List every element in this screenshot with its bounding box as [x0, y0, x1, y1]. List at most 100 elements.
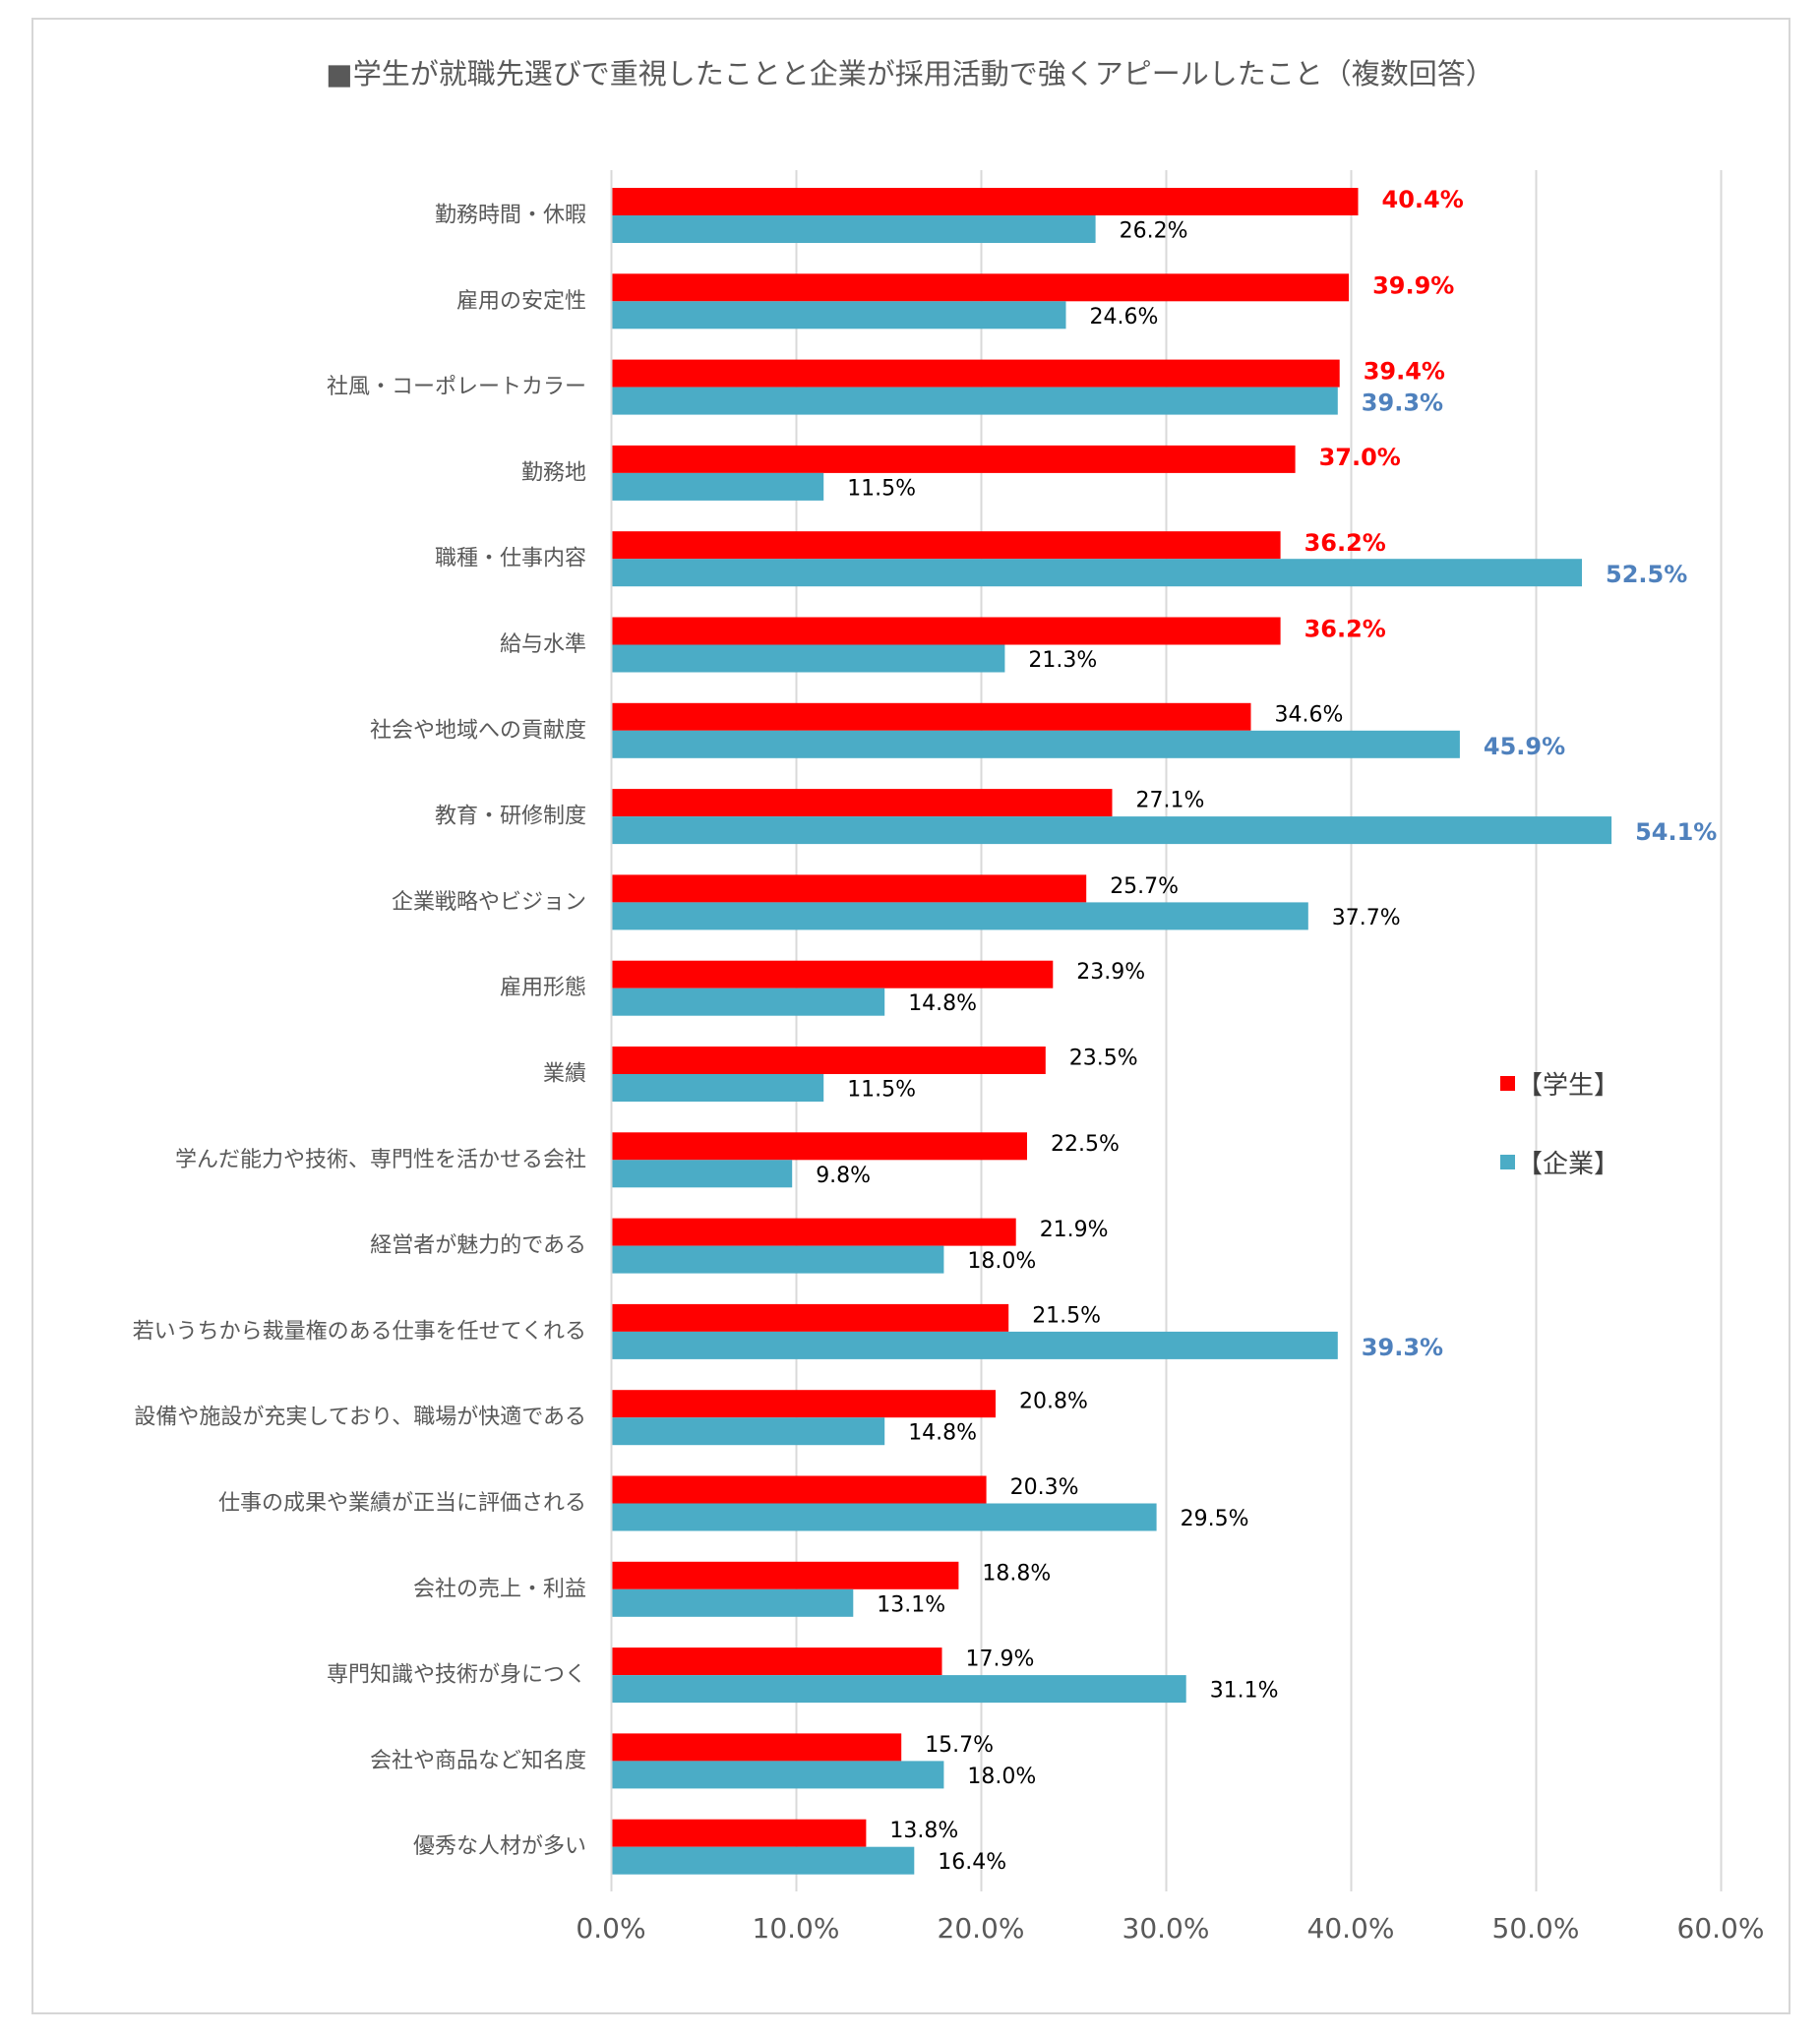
bar-students — [611, 1647, 942, 1676]
data-label-students: 23.9% — [1076, 960, 1145, 985]
category-label: 経営者が魅力的である — [370, 1233, 586, 1258]
bar-companies — [611, 1675, 1186, 1704]
data-label-companies: 37.7% — [1332, 906, 1401, 930]
bar-companies — [611, 1503, 1157, 1531]
bar-students — [611, 1218, 1016, 1246]
data-label-students: 15.7% — [925, 1733, 994, 1758]
legend-swatch-companies — [1500, 1155, 1515, 1169]
data-label-students: 21.9% — [1040, 1218, 1109, 1242]
data-label-students: 21.5% — [1032, 1303, 1101, 1328]
bar-students — [611, 531, 1281, 560]
data-label-companies: 14.8% — [908, 991, 977, 1016]
chart-title: ■学生が就職先選びで重視したことと企業が採用活動で強くアピールしたこと（複数回答… — [326, 57, 1494, 90]
bar-companies — [611, 1588, 854, 1617]
data-label-students: 13.8% — [889, 1819, 958, 1843]
legend-item-students: 【学生】 — [1500, 1065, 1619, 1102]
x-tick-label: 20.0% — [938, 1912, 1025, 1945]
data-label-students: 23.5% — [1069, 1047, 1138, 1071]
bar-companies — [611, 988, 885, 1016]
bar-students — [611, 1819, 867, 1847]
data-label-companies: 39.3% — [1362, 389, 1443, 417]
data-label-students: 25.7% — [1110, 874, 1179, 899]
bar-students — [611, 617, 1281, 645]
bar-companies — [611, 1245, 944, 1274]
x-tick-label: 0.0% — [576, 1912, 645, 1945]
data-label-students: 40.4% — [1382, 186, 1464, 213]
data-label-companies: 39.3% — [1362, 1334, 1443, 1361]
data-label-companies: 54.1% — [1635, 818, 1717, 846]
data-label-companies: 16.4% — [938, 1850, 1006, 1875]
category-label: 会社の売上・利益 — [413, 1577, 586, 1601]
x-tick-label: 30.0% — [1122, 1912, 1210, 1945]
data-label-students: 39.4% — [1364, 358, 1445, 386]
data-label-companies: 52.5% — [1606, 561, 1687, 588]
bar-students — [611, 273, 1350, 302]
bar-students — [611, 874, 1087, 903]
data-label-students: 36.2% — [1304, 529, 1386, 557]
data-label-students: 27.1% — [1136, 789, 1205, 813]
legend-item-companies: 【企業】 — [1500, 1144, 1619, 1180]
data-label-students: 34.6% — [1275, 702, 1344, 727]
data-label-companies: 26.2% — [1120, 219, 1188, 244]
category-label: 勤務時間・休暇 — [435, 204, 586, 228]
bar-students — [611, 1303, 1009, 1332]
bar-companies — [611, 1846, 915, 1875]
category-label: 仕事の成果や業績が正当に評価される — [218, 1491, 586, 1516]
data-label-students: 20.3% — [1010, 1475, 1079, 1500]
data-label-companies: 21.3% — [1028, 648, 1097, 673]
bar-students — [611, 188, 1359, 215]
bar-companies — [611, 215, 1096, 243]
bar-companies — [611, 1160, 793, 1188]
category-label: 業績 — [543, 1062, 586, 1087]
category-label: 教育・研修制度 — [435, 805, 586, 829]
category-label: 給与水準 — [500, 632, 586, 657]
category-label: 雇用の安定性 — [456, 289, 586, 314]
data-label-companies: 24.6% — [1090, 305, 1159, 329]
data-label-companies: 45.9% — [1484, 733, 1565, 760]
category-label: 専門知識や技術が身につく — [327, 1663, 586, 1688]
category-label: 職種・仕事内容 — [435, 547, 586, 571]
category-label: 雇用形態 — [500, 976, 586, 1000]
x-tick-label: 40.0% — [1307, 1912, 1395, 1945]
bar-companies — [611, 902, 1308, 930]
bar-companies — [611, 559, 1582, 587]
data-label-companies: 29.5% — [1181, 1507, 1249, 1531]
x-tick-label: 10.0% — [753, 1912, 840, 1945]
data-label-students: 37.0% — [1319, 444, 1401, 471]
data-label-companies: 18.0% — [967, 1249, 1036, 1274]
bar-companies — [611, 387, 1338, 415]
bar-companies — [611, 816, 1612, 845]
data-label-companies: 11.5% — [847, 476, 916, 501]
data-label-companies: 13.1% — [877, 1592, 945, 1617]
x-tick-label: 50.0% — [1492, 1912, 1580, 1945]
data-label-students: 36.2% — [1304, 616, 1386, 643]
category-label: 優秀な人材が多い — [413, 1834, 586, 1859]
bar-students — [611, 1047, 1046, 1074]
bar-companies — [611, 1417, 885, 1446]
data-label-students: 39.9% — [1372, 271, 1454, 299]
bar-companies — [611, 730, 1460, 758]
bar-companies — [611, 472, 824, 501]
legend-label-students: 【学生】 — [1517, 1071, 1620, 1101]
category-label: 社風・コーポレートカラー — [327, 375, 586, 399]
bar-students — [611, 702, 1251, 731]
bar-companies — [611, 1331, 1338, 1359]
bar-companies — [611, 1074, 824, 1102]
data-label-companies: 18.0% — [967, 1765, 1036, 1789]
data-label-students: 22.5% — [1051, 1132, 1120, 1157]
bar-students — [611, 445, 1296, 473]
category-label: 勤務地 — [521, 460, 586, 485]
bar-companies — [611, 301, 1066, 329]
category-label: 会社や商品など知名度 — [370, 1749, 586, 1773]
bar-students — [611, 1390, 996, 1418]
x-tick-label: 60.0% — [1677, 1912, 1765, 1945]
bar-students — [611, 359, 1340, 388]
data-label-companies: 9.8% — [816, 1164, 871, 1188]
category-label: 社会や地域への貢献度 — [370, 718, 586, 743]
bar-students — [611, 960, 1054, 988]
data-label-companies: 14.8% — [908, 1421, 977, 1446]
bar-students — [611, 789, 1113, 817]
data-label-students: 20.8% — [1019, 1390, 1088, 1414]
legend-label-companies: 【企業】 — [1517, 1150, 1620, 1179]
